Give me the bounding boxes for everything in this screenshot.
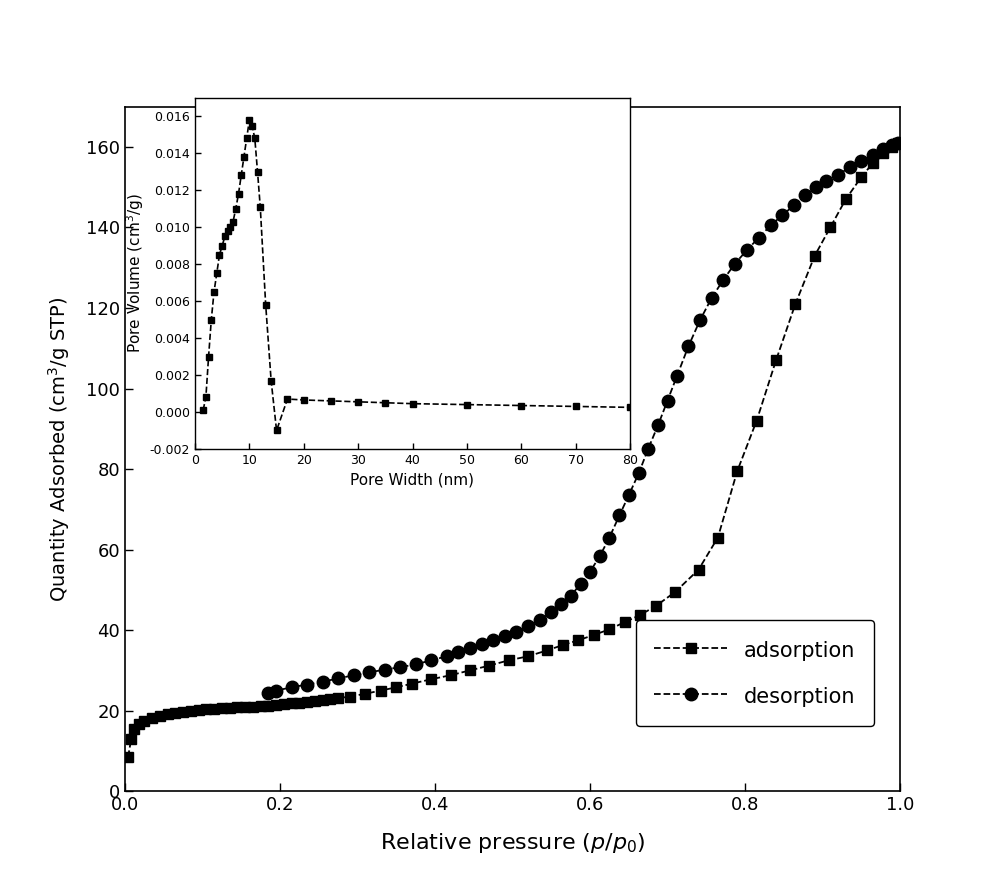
adsorption [169, 708, 181, 718]
X-axis label: Relative pressure ($p/p_0$): Relative pressure ($p/p_0$) [380, 830, 645, 854]
desorption [832, 170, 844, 180]
Y-axis label: Pore Volume (cm$^3$/g): Pore Volume (cm$^3$/g) [124, 194, 146, 353]
desorption [348, 670, 360, 681]
desorption [892, 138, 904, 148]
desorption [262, 687, 274, 698]
adsorption [309, 696, 321, 707]
adsorption [359, 688, 371, 699]
desorption [270, 685, 282, 696]
adsorption [541, 645, 553, 655]
adsorption [122, 751, 134, 762]
Y-axis label: Quantity Adsorbed (cm$^3$/g STP): Quantity Adsorbed (cm$^3$/g STP) [46, 296, 72, 602]
adsorption [522, 651, 534, 661]
adsorption [892, 138, 904, 148]
Legend: adsorption, desorption: adsorption, desorption [636, 621, 874, 726]
desorption [671, 371, 683, 381]
Line: desorption: desorption [262, 137, 904, 699]
X-axis label: Pore Width (nm): Pore Width (nm) [351, 472, 475, 487]
desorption [753, 232, 765, 243]
adsorption [425, 674, 437, 685]
desorption [788, 200, 800, 211]
Line: adsorption: adsorption [124, 139, 902, 762]
